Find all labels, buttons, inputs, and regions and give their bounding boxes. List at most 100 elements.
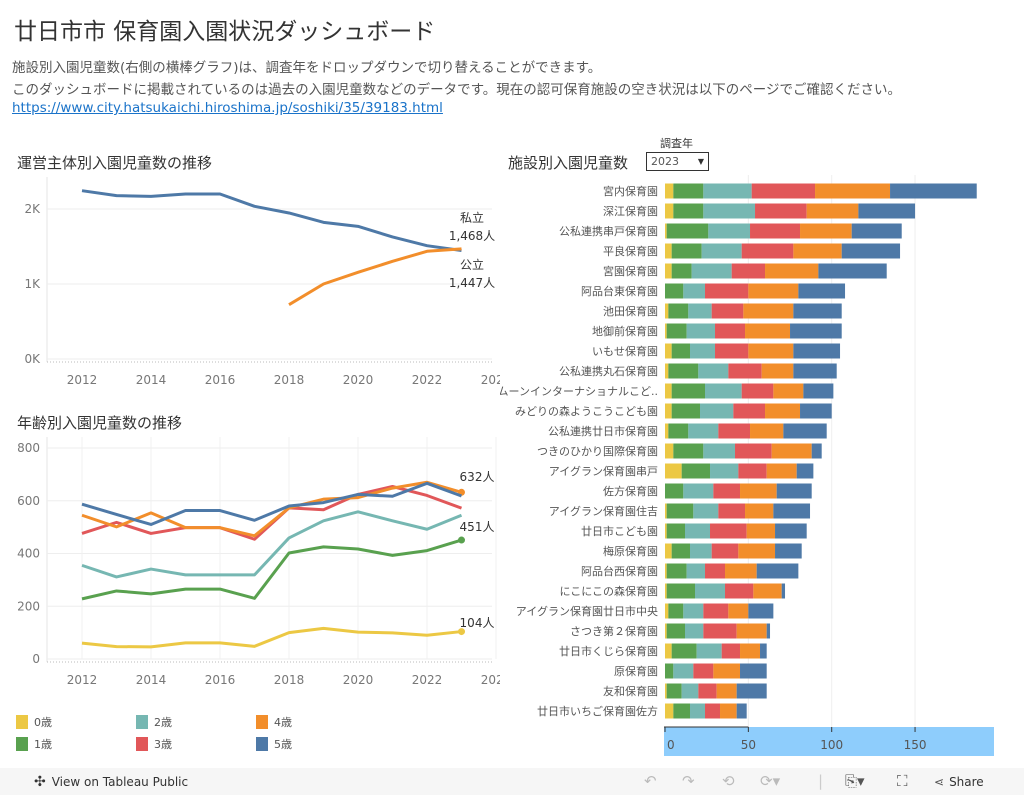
x-tick-label: 100	[820, 738, 843, 752]
bar-segment-4歳	[753, 583, 782, 599]
bar-segment-1歳	[666, 683, 682, 699]
legend-item[interactable]: 1歳	[16, 736, 136, 752]
y-tick-label: 1K	[24, 277, 41, 291]
city-page-link[interactable]: https://www.city.hatsukaichi.hiroshima.j…	[12, 100, 443, 116]
facility-label: 廿日市こども園	[581, 524, 658, 538]
series-end-point	[458, 536, 465, 544]
bar-segment-0歳	[665, 423, 669, 439]
bar-segment-3歳	[711, 303, 744, 319]
bar-segment-3歳	[713, 483, 741, 499]
bar-segment-0歳	[665, 183, 674, 199]
bar-segment-2歳	[683, 283, 706, 299]
bar-segment-5歳	[796, 463, 814, 479]
bar-segment-1歳	[665, 283, 684, 299]
bar-segment-3歳	[725, 583, 754, 599]
bar-segment-2歳	[701, 243, 742, 259]
bar-segment-0歳	[665, 363, 669, 379]
bar-segment-2歳	[705, 383, 742, 399]
x-tick-label: 2016	[205, 373, 236, 387]
facility-label: 公私連携串戸保育園	[559, 224, 658, 238]
bar-segment-1歳	[668, 423, 689, 439]
x-axis-band	[664, 727, 994, 756]
facility-label: 地御前保育園	[592, 324, 658, 338]
series-line-5歳	[81, 481, 463, 526]
bar-segment-0歳	[665, 223, 667, 239]
y-tick-label: 400	[17, 547, 40, 561]
x-tick-label: 2022	[412, 373, 443, 387]
bar-segment-1歳	[673, 703, 691, 719]
bar-segment-2歳	[690, 703, 706, 719]
bar-segment-4歳	[720, 703, 737, 719]
bar-segment-5歳	[783, 423, 827, 439]
undo-icon[interactable]: ↶	[644, 772, 657, 790]
x-tick-label: 2018	[274, 373, 305, 387]
bar-segment-5歳	[740, 663, 767, 679]
legend-item[interactable]: 0歳	[16, 714, 136, 730]
refresh-icon[interactable]: ⟳▾	[760, 772, 781, 790]
bar-segment-0歳	[665, 463, 682, 479]
bar-segment-3歳	[731, 263, 766, 279]
facility-label: 友和保育園	[603, 684, 658, 698]
bar-segment-4歳	[716, 683, 737, 699]
download-icon[interactable]: ⎘▾	[845, 772, 865, 790]
bar-segment-1歳	[666, 563, 687, 579]
bar-rows: 宮内保育園深江保育園公私連携串戸保育園平良保育園宮園保育園阿品台東保育園池田保育…	[500, 183, 977, 719]
bar-segment-2歳	[690, 543, 712, 559]
year-dropdown[interactable]: 2023 ▼	[646, 152, 709, 171]
facility-bar-chart: 宮内保育園深江保育園公私連携串戸保育園平良保育園宮園保育園阿品台東保育園池田保育…	[500, 175, 994, 756]
bar-segment-3歳	[751, 183, 816, 199]
legend-item[interactable]: 2歳	[136, 714, 256, 730]
share-button[interactable]: ⋖ Share	[934, 775, 984, 789]
bar-segment-4歳	[740, 483, 777, 499]
facility-label: 宮園保育園	[603, 264, 658, 278]
x-tick-label: 2012	[67, 673, 98, 687]
legend-item[interactable]: 4歳	[256, 714, 376, 730]
bar-segment-0歳	[665, 503, 667, 519]
bar-segment-4歳	[800, 223, 852, 239]
facility-label: 深江保育園	[603, 204, 658, 218]
bar-segment-1歳	[668, 303, 689, 319]
tableau-footer: ✣ View on Tableau Public ↶ ↷ ⟲ ⟳▾ | ⎘▾ ⛶…	[0, 768, 1024, 795]
bar-segment-4歳	[725, 563, 757, 579]
bar-segment-1歳	[668, 363, 699, 379]
bar-segment-5歳	[803, 383, 834, 399]
bar-segment-5歳	[781, 583, 786, 599]
bar-segment-4歳	[728, 603, 749, 619]
x-tick-label: 2016	[205, 673, 236, 687]
series-name-label: 私立	[460, 210, 484, 225]
bar-segment-0歳	[665, 263, 672, 279]
chart-title-age: 年齢別入園児童数の推移	[17, 414, 183, 432]
bar-segment-4歳	[771, 443, 812, 459]
legend-item[interactable]: 5歳	[256, 736, 376, 752]
revert-icon[interactable]: ⟲	[722, 772, 735, 790]
bar-segment-1歳	[666, 523, 686, 539]
bar-segment-2歳	[696, 643, 722, 659]
bar-segment-0歳	[665, 303, 669, 319]
bar-segment-4歳	[765, 403, 801, 419]
bar-segment-4歳	[713, 663, 741, 679]
facility-label: みどりの森ようこうこども園	[515, 404, 658, 418]
bar-segment-0歳	[665, 603, 669, 619]
legend-item[interactable]: 3歳	[136, 736, 256, 752]
bar-segment-5歳	[811, 443, 822, 459]
share-label: Share	[949, 774, 984, 789]
bar-segment-2歳	[708, 223, 751, 239]
y-tick-label: 800	[17, 441, 40, 455]
bar-segment-4歳	[750, 423, 784, 439]
facility-label: 廿日市いちご保育園佐方	[537, 704, 658, 718]
age-line-chart: 0 200 400 600 800 2012 2014 2016 2018 2020 2022 202…	[17, 437, 500, 687]
bar-segment-2歳	[691, 263, 732, 279]
facility-label: さつき第２保育園	[570, 624, 658, 638]
bar-segment-2歳	[695, 583, 726, 599]
share-icon: ⋖	[934, 774, 945, 789]
redo-icon[interactable]: ↷	[682, 772, 695, 790]
fullscreen-icon[interactable]: ⛶	[897, 772, 908, 790]
dashboard-title: 廿日市市 保育園入園状況ダッシュボード	[14, 19, 436, 45]
bar-segment-3歳	[738, 463, 767, 479]
view-on-tableau-button[interactable]: ✣ View on Tableau Public	[34, 774, 188, 790]
tableau-logo-icon: ✣	[34, 773, 46, 790]
bar-segment-0歳	[665, 443, 674, 459]
bar-segment-3歳	[735, 443, 772, 459]
bar-segment-5歳	[793, 363, 837, 379]
facility-label: 阿品台東保育園	[581, 284, 658, 298]
